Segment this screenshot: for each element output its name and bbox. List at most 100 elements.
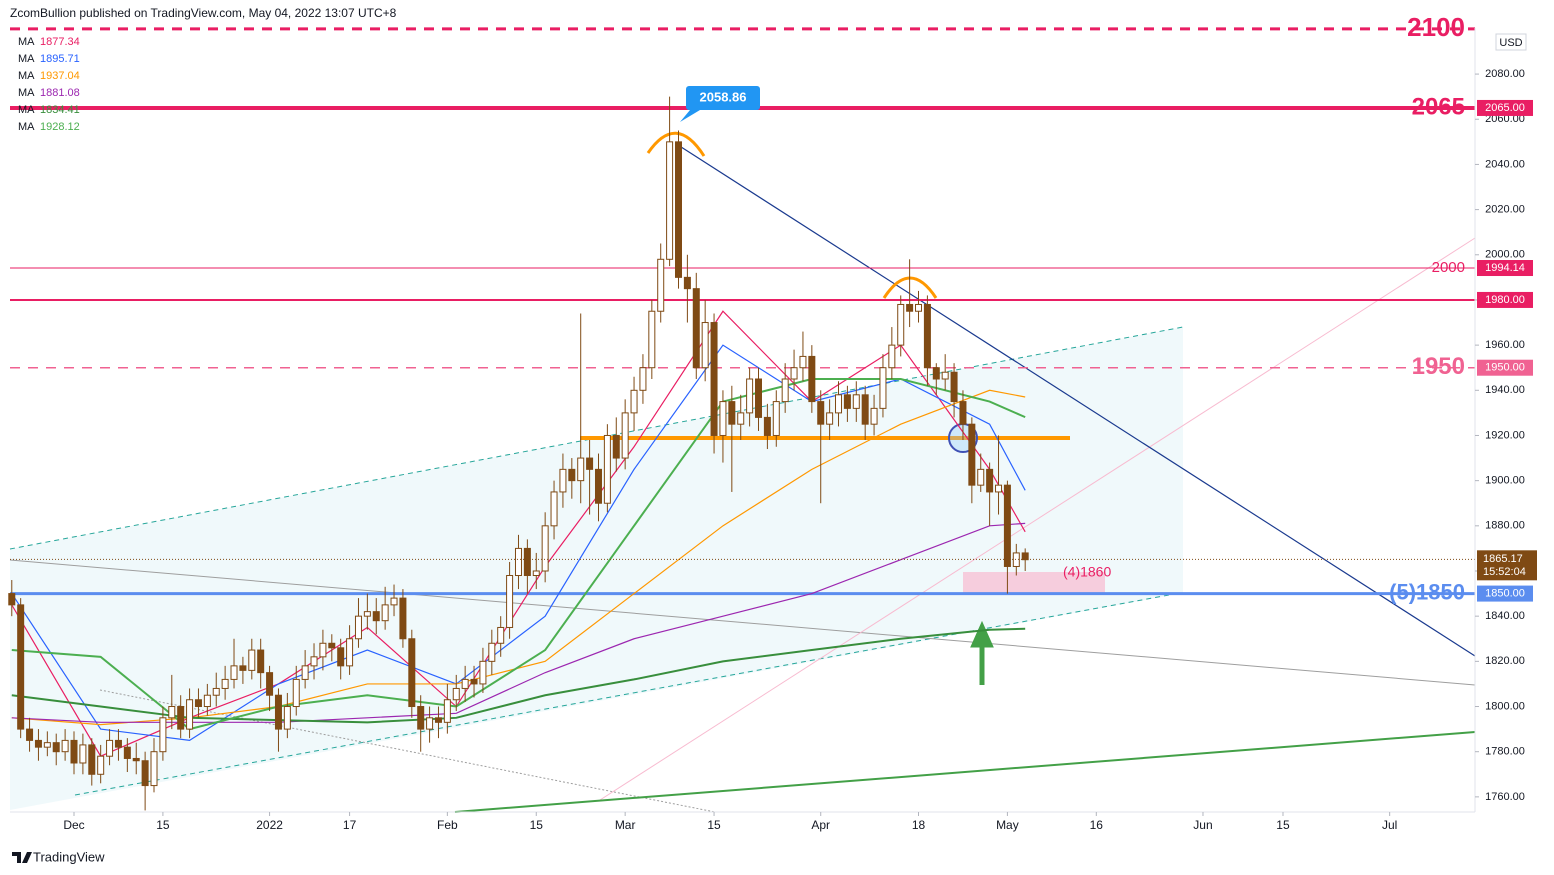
candle-body	[906, 303, 914, 312]
candle-body	[70, 739, 78, 764]
candle-body	[443, 699, 451, 723]
candle-body	[310, 656, 318, 667]
ma-legend-name: MA	[18, 53, 35, 65]
channel-fill	[10, 327, 1183, 810]
y-tick-label: 2000.00	[1485, 249, 1525, 261]
candle-body	[932, 367, 940, 380]
candle-body	[790, 367, 798, 380]
candle-body	[763, 416, 771, 436]
footer: TradingView	[33, 849, 105, 864]
x-tick-label: Mar	[615, 818, 636, 832]
candle-body	[648, 310, 656, 369]
x-tick-label: 18	[912, 818, 926, 832]
peak-label: 2058.86	[700, 89, 747, 104]
x-tick-label: 15	[156, 818, 170, 832]
candle-body	[950, 371, 958, 403]
candle-body	[230, 665, 238, 680]
x-tick-label: 16	[1090, 818, 1104, 832]
x-tick-label: Jul	[1382, 818, 1397, 832]
candle-body	[674, 141, 682, 278]
series-layer	[8, 27, 1475, 811]
candle-body	[221, 678, 229, 689]
candle-body	[870, 407, 878, 425]
candle-body	[666, 141, 674, 260]
candle-body	[701, 322, 709, 369]
y-tick-label: 1800.00	[1485, 700, 1525, 712]
candle-body	[372, 611, 380, 622]
candle-body	[426, 717, 434, 730]
candle-body	[194, 699, 202, 708]
candle-body	[897, 303, 905, 346]
candle-body	[88, 744, 96, 775]
candle-body	[577, 457, 585, 482]
up-arrow	[970, 620, 994, 685]
candle-body	[959, 401, 967, 425]
candle-body	[523, 547, 531, 577]
candle-body	[186, 699, 194, 730]
y-tick-label: 1920.00	[1485, 429, 1525, 441]
candle-body	[283, 706, 291, 730]
level-text: 2065	[1412, 93, 1465, 120]
candle-body	[781, 378, 789, 403]
candle-body	[479, 660, 487, 685]
candle-body	[835, 394, 843, 414]
candle-body	[568, 468, 576, 482]
x-tick-label: 2022	[256, 818, 283, 832]
level-tag-label: 1950.00	[1485, 362, 1525, 374]
logo-icon	[12, 852, 32, 863]
countdown-label: 15:52:04	[1483, 566, 1526, 578]
candle-body	[106, 739, 114, 757]
candle-body	[621, 412, 629, 459]
candle-body	[141, 760, 149, 787]
candle-body	[977, 468, 985, 486]
candle-body	[541, 525, 549, 572]
candle-body	[203, 694, 211, 708]
candle-body	[8, 593, 16, 606]
ma-legend-value: 1928.12	[40, 121, 80, 133]
ma-legend-value: 1877.34	[40, 36, 80, 48]
candle-body	[843, 394, 851, 409]
candle-body	[594, 468, 602, 504]
ma-legend-value: 1937.04	[40, 70, 80, 82]
y-tick-label: 2060.00	[1485, 113, 1525, 125]
candle-body	[17, 604, 25, 730]
candle-body	[728, 401, 736, 425]
candle-body	[390, 597, 398, 606]
candle-body	[346, 638, 354, 667]
candle-body	[657, 258, 665, 312]
candle-body	[159, 717, 167, 753]
target-label: (4)1860	[1063, 564, 1111, 580]
y-tick-label: 1900.00	[1485, 475, 1525, 487]
x-tick-label: Dec	[63, 818, 84, 832]
ma-legend-name: MA	[18, 70, 35, 82]
level-tag	[1477, 260, 1533, 277]
candle-body	[274, 694, 282, 730]
head-arc	[646, 131, 706, 157]
y-tick-label: 2040.00	[1485, 158, 1525, 170]
level-tag	[1477, 585, 1533, 602]
level-tag-label: 1850.00	[1485, 587, 1525, 599]
currency-box	[1495, 33, 1527, 51]
candle-body	[34, 739, 42, 748]
candle-body	[772, 401, 780, 436]
ma-legend-value: 1881.08	[40, 87, 80, 99]
y-tick-label: 1960.00	[1485, 339, 1525, 351]
last-price-label: 1865.17	[1483, 553, 1523, 565]
candle-body	[61, 739, 69, 753]
ma-legend-name: MA	[18, 104, 35, 116]
candle-body	[248, 649, 256, 671]
candle-body	[710, 322, 718, 436]
candle-body	[506, 575, 514, 628]
candle-body	[1021, 552, 1029, 561]
candle-body	[266, 672, 274, 696]
x-tick-label: 17	[343, 818, 357, 832]
peak-callout-pointer	[680, 110, 700, 122]
x-tick-label: 15	[707, 818, 721, 832]
candle-body	[114, 739, 122, 748]
candle-body	[550, 491, 558, 527]
candle-body	[52, 742, 60, 753]
candle-body	[995, 484, 1003, 493]
candle-body	[799, 355, 807, 369]
y-tick-label: 1880.00	[1485, 520, 1525, 532]
